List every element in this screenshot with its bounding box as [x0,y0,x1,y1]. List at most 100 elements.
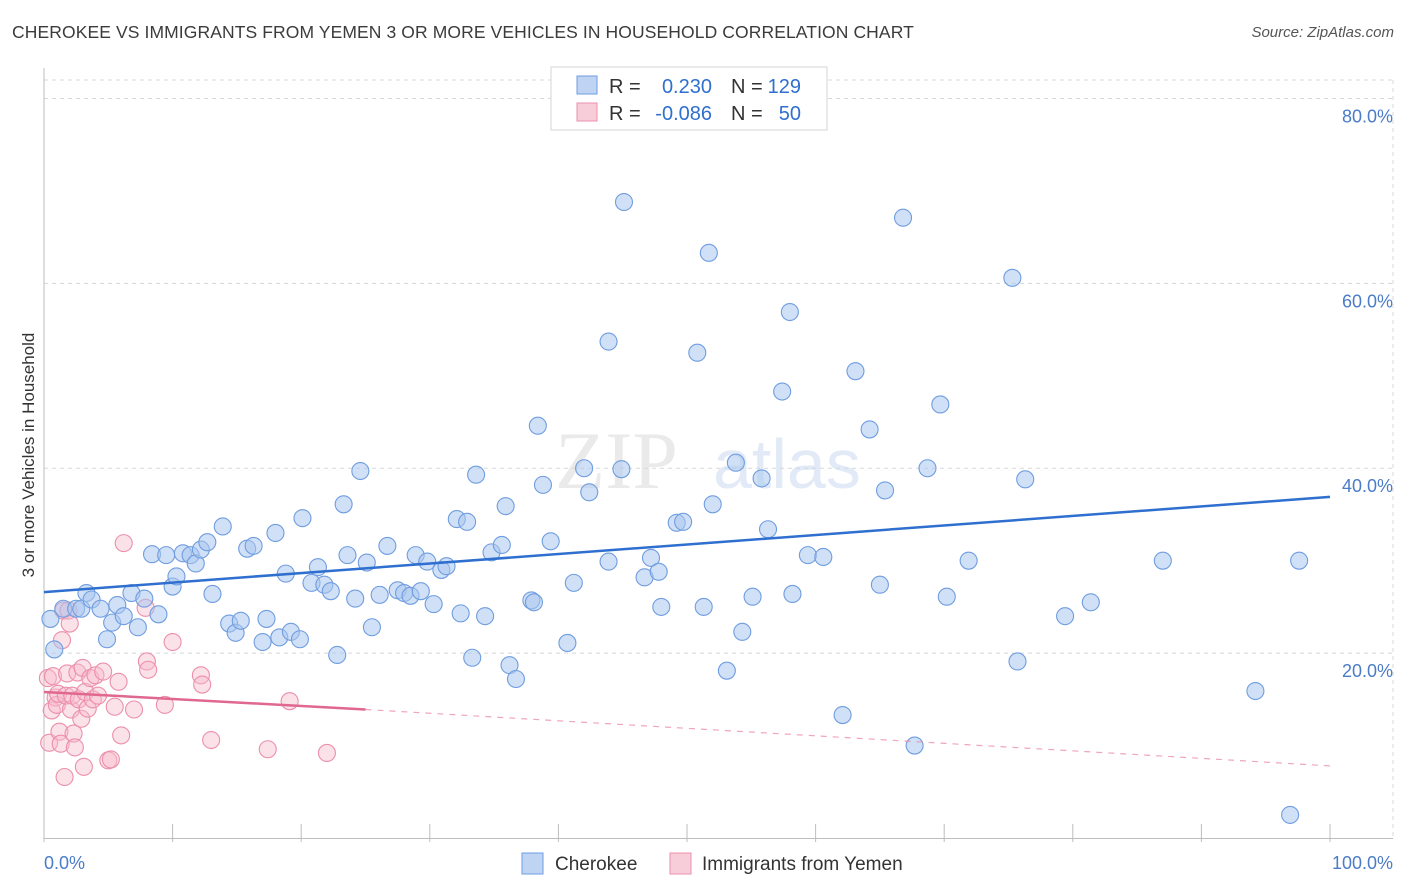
cherokee-point [937,587,956,606]
axes [43,68,1393,842]
cherokee-point [351,461,370,481]
cherokee-point [463,648,482,667]
cherokee-point [528,416,547,435]
cherokee-point [231,611,250,630]
cherokee-point [1008,652,1027,671]
yemen-point [202,730,221,750]
chart-title: CHEROKEE VS IMMIGRANTS FROM YEMEN 3 OR M… [12,22,914,42]
cherokee-point [694,597,713,616]
legend-n-value-yemen: 50 [779,103,801,125]
cherokee-point [905,736,924,755]
yemen-point [280,692,299,711]
yemen-trend-extension [365,708,1331,767]
cherokee-point [128,618,147,637]
yemen-point [94,662,113,681]
legend-r-label-cherokee: R = [609,76,641,98]
cherokee-point [541,532,560,551]
yemen-point [78,699,97,718]
yemen-point [191,666,210,685]
yemen-trend-line [43,690,366,711]
cherokee-point [758,520,778,539]
cherokee-point [157,546,176,565]
cherokee-point [496,497,515,516]
cherokee-point [580,483,599,502]
cherokee-point [290,630,309,649]
cherokee-point [253,632,272,652]
cherokee-point [870,575,889,594]
cherokee-point [257,609,276,628]
cherokee-point [814,547,833,567]
cherokee-point [1081,593,1100,612]
cherokee-trend-line [43,495,1331,594]
legend-r-value-yemen: -0.086 [655,103,712,125]
cherokee-point [135,589,154,608]
y-tick-label-80: 80.0% [1342,106,1393,126]
cherokee-point [780,302,799,322]
cherokee-point [437,557,456,576]
cherokee-point [860,420,879,439]
yemen-point [74,757,93,776]
cherokee-point [726,453,745,472]
yemen-point [65,738,84,757]
yemen-point [155,695,174,714]
cherokee-points [41,192,1309,824]
cherokee-point [733,622,752,641]
cherokee-point [362,618,381,637]
cherokee-point [1290,551,1309,570]
cherokee-point [467,465,486,484]
legend-r-label-yemen: R = [609,103,641,125]
y-tick-label-40: 40.0% [1342,476,1393,496]
cherokee-point [506,669,526,689]
cherokee-point [293,509,312,528]
cherokee-point [167,567,186,586]
cherokee-point [575,459,594,478]
cherokee-point [649,562,668,581]
cherokee-point [424,595,443,614]
cherokee-point [458,512,477,531]
cherokee-point [1153,551,1172,570]
cherokee-point [97,630,117,649]
cherokee-point [346,589,365,608]
cherokee-point [641,548,661,567]
cherokee-point [773,382,792,401]
series-legend-swatch-yemen [669,852,692,875]
cherokee-point [798,546,817,565]
trend-lines [43,495,1331,767]
cherokee-point [334,495,353,514]
series-legend: Cherokee Immigrants from Yemen [521,852,903,875]
legend-n-value-cherokee: 129 [768,76,801,98]
cherokee-point [599,552,618,571]
cherokee-point [875,481,895,500]
yemen-point [124,700,144,719]
cherokee-point [476,607,495,626]
cherokee-point [1003,268,1022,287]
legend-n-label-yemen: N = [731,103,763,125]
cherokee-point [114,607,133,626]
cherokee-point [833,706,852,725]
yemen-point [163,632,182,652]
cherokee-point [266,523,285,543]
cherokee-point [703,495,722,514]
cherokee-point [451,604,470,623]
cherokee-point [652,597,671,616]
cherokee-point [321,582,340,601]
legend-n-label-cherokee: N = [731,76,763,98]
cherokee-point [45,640,64,659]
cherokee-point [743,587,762,606]
yemen-point [43,667,63,686]
cherokee-point [328,645,347,665]
correlation-legend: R = 0.230 N = 129 R = -0.086 N = 50 [550,66,828,131]
watermark: ZIP atlas [555,415,861,506]
yemen-point [112,726,131,745]
yemen-point [55,767,74,787]
cherokee-point [918,459,937,478]
cherokee-point [524,593,544,612]
cherokee-point [612,460,631,479]
cherokee-point [674,512,693,531]
yemen-point [64,724,83,743]
yemen-point [258,740,277,759]
series-legend-label-cherokee: Cherokee [555,854,637,875]
legend-swatch-cherokee [576,75,598,95]
cherokee-point [614,192,634,212]
cherokee-point [931,395,950,414]
